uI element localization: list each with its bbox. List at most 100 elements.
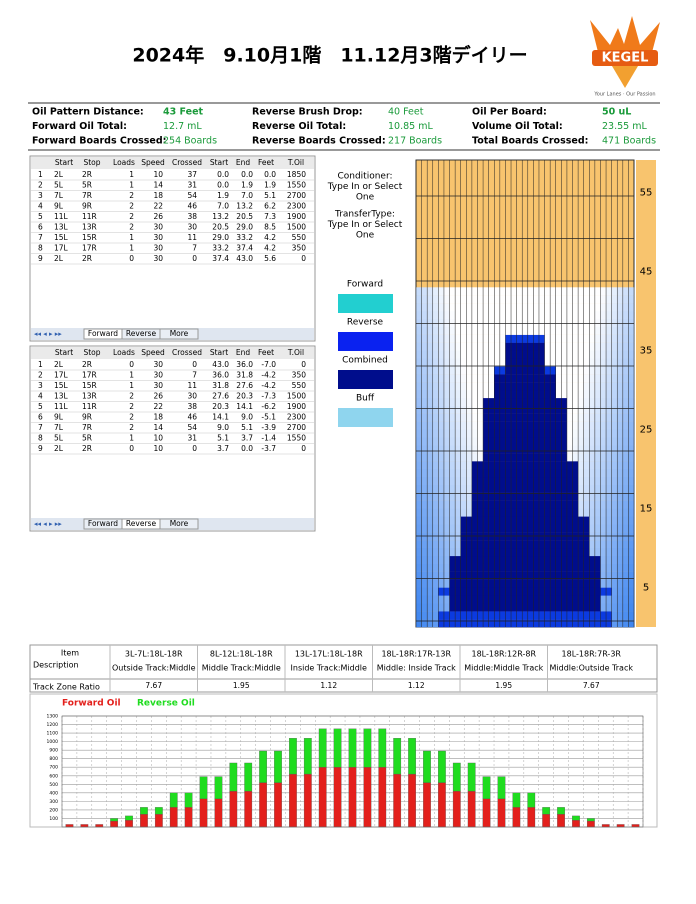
- lane-cell: [594, 311, 601, 320]
- lane-cell: [550, 421, 556, 430]
- lane-cell: [566, 334, 573, 343]
- bar: [616, 824, 625, 828]
- lane-cell: [538, 595, 545, 604]
- lane-cell: [416, 571, 422, 580]
- lane-cell: [533, 311, 540, 320]
- lane-cell: [449, 563, 456, 572]
- lane-cell: [488, 390, 495, 399]
- lane-cell: [550, 603, 556, 612]
- lane-cell: [555, 413, 562, 422]
- lane-cell: [628, 469, 635, 478]
- lane-cell: [555, 476, 562, 485]
- lane-cell: [622, 587, 629, 596]
- lane-cell: [555, 516, 562, 525]
- lane-cell: [466, 303, 473, 312]
- table-header: Speed: [141, 158, 165, 167]
- lane-cell: [471, 540, 478, 549]
- lane-cell: [460, 318, 467, 327]
- lane-cell: [511, 484, 517, 493]
- lane-cell: [499, 318, 506, 327]
- lane-cell: [538, 303, 545, 312]
- lane-cell: [455, 445, 461, 454]
- lane-cell: [427, 350, 433, 359]
- lane-cell: [583, 500, 590, 509]
- tab[interactable]: [159, 518, 199, 530]
- table-cell: 0: [192, 360, 197, 369]
- lane-cell: [443, 461, 450, 470]
- table-cell: 31: [187, 434, 197, 443]
- table-cell: 7.0: [241, 191, 253, 200]
- lane-cell: [566, 421, 573, 430]
- lane-cell: [594, 571, 601, 580]
- table-cell: 1: [38, 170, 43, 179]
- lane-cell: [527, 492, 534, 501]
- table-cell: 17L: [54, 371, 69, 380]
- table-cell: 30: [153, 254, 163, 263]
- lane-cell: [594, 469, 601, 478]
- lane-cell: [572, 563, 579, 572]
- lane-cell: [455, 311, 461, 320]
- lane-cell: [566, 445, 573, 454]
- lane-cell: [516, 374, 523, 383]
- lane-cell: [600, 390, 607, 399]
- bar: [110, 818, 119, 822]
- lane-cell: [538, 445, 545, 454]
- lane-cell: [499, 453, 506, 462]
- tab[interactable]: [159, 328, 199, 340]
- lane-cell: [494, 587, 501, 596]
- lane-cell: [466, 445, 473, 454]
- lane-cell: [572, 421, 579, 430]
- lane-cell: [511, 374, 517, 383]
- lane-cell: [427, 326, 433, 335]
- lane-cell: [511, 587, 517, 596]
- lane-cell: [494, 524, 501, 533]
- lane-cell: [421, 611, 428, 620]
- zone-description: Middle:Middle Track: [464, 664, 543, 673]
- lane-cell: [628, 295, 635, 304]
- lane-cell: [572, 287, 579, 296]
- lane-cell: [578, 611, 584, 620]
- lane-cell: [611, 611, 618, 620]
- lane-cell: [499, 484, 506, 493]
- lane-cell: [416, 548, 422, 557]
- lane-cell: [466, 382, 473, 391]
- lane-cell: [527, 611, 534, 620]
- lane-cell: [438, 540, 445, 549]
- lane-cell: [527, 390, 534, 399]
- lane-cell: [522, 476, 528, 485]
- lane-cell: [488, 358, 495, 367]
- table-cell: 5.1: [217, 434, 229, 443]
- lane-cell: [622, 342, 629, 351]
- lane-cell: [622, 374, 629, 383]
- lane-cell: [583, 524, 590, 533]
- lane-cell: [499, 311, 506, 320]
- lane-cell: [622, 563, 629, 572]
- lane-cell: [522, 524, 528, 533]
- table-cell: 15R: [82, 233, 97, 242]
- table-cell: 11: [187, 233, 197, 242]
- table-cell: 11: [187, 381, 197, 390]
- lane-cell: [443, 374, 450, 383]
- lane-cell: [455, 358, 461, 367]
- table-cell: 14.1: [236, 402, 253, 411]
- lane-cell: [449, 326, 456, 335]
- lane-cell: [617, 524, 624, 533]
- lane-cell: [494, 461, 501, 470]
- table-cell: 17L: [54, 244, 69, 253]
- lane-cell: [572, 295, 579, 304]
- lane-cell: [505, 390, 512, 399]
- lane-cell: [550, 366, 556, 375]
- lane-cell: [516, 326, 523, 335]
- lane-cell: [555, 524, 562, 533]
- lane-cell: [622, 619, 629, 628]
- lane-cell: [538, 500, 545, 509]
- lane-cell: [544, 476, 551, 485]
- lane-cell: [499, 508, 506, 517]
- zone-description: Middle: Inside Track: [377, 664, 456, 673]
- lane-cell: [483, 587, 489, 596]
- lane-cell: [628, 500, 635, 509]
- table-cell: 0.0: [217, 181, 229, 190]
- bar: [452, 790, 461, 828]
- lane-cell: [421, 540, 428, 549]
